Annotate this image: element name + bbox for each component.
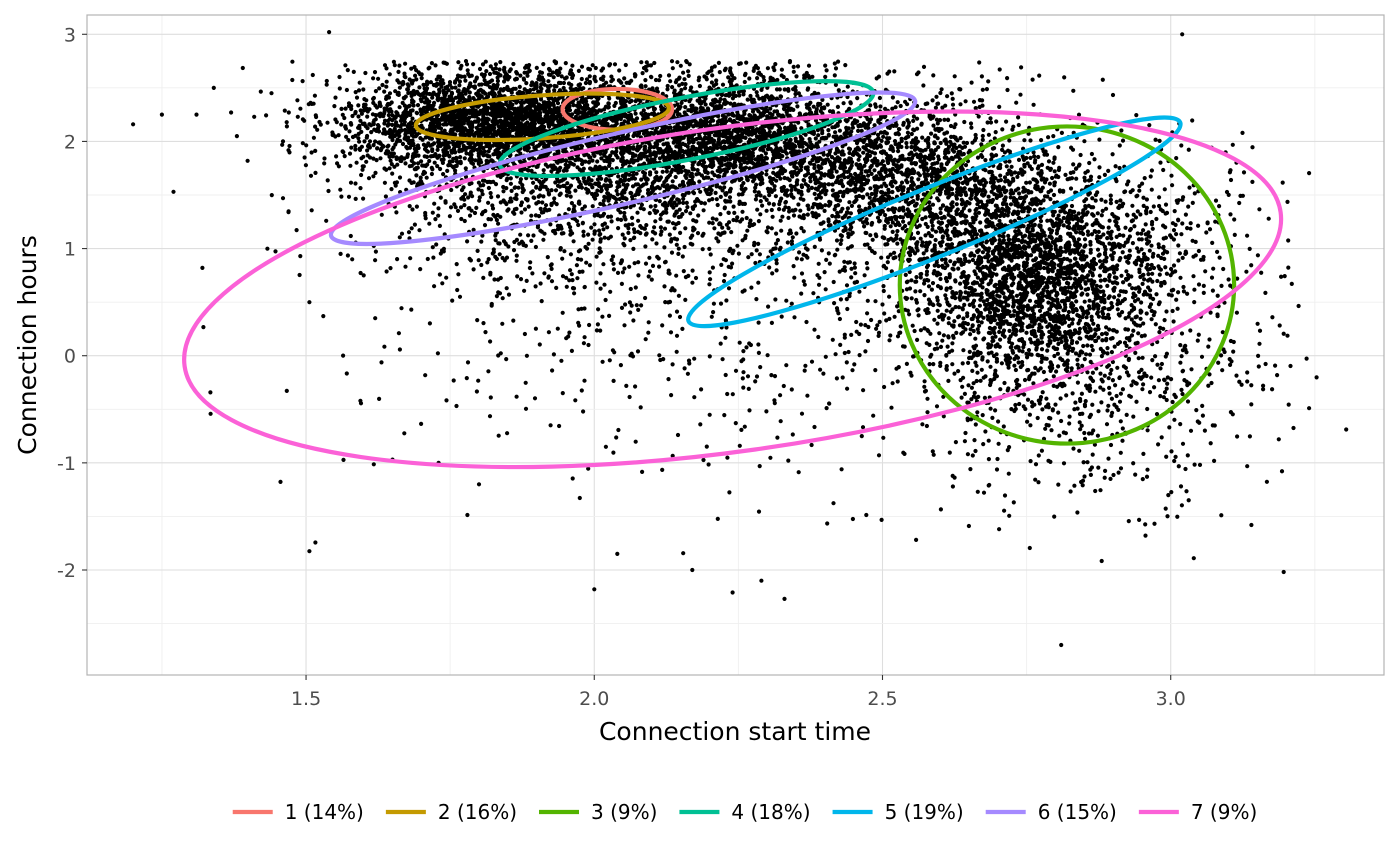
- y-tick-label: -2: [57, 560, 76, 582]
- cluster-ellipses: [182, 79, 1284, 470]
- x-tick-label: 3.0: [1156, 688, 1186, 710]
- x-tick-label: 1.5: [291, 688, 321, 710]
- cluster-ellipse-5: [686, 115, 1183, 329]
- legend-label: 1 (14%): [285, 800, 364, 824]
- legend-item-4: 4 (18%): [679, 800, 811, 824]
- grid: [87, 15, 1384, 675]
- legend-item-1: 1 (14%): [232, 800, 364, 824]
- legend-item-3: 3 (9%): [539, 800, 657, 824]
- y-tick-label: 2: [64, 131, 76, 153]
- y-tick-label: -1: [57, 453, 76, 475]
- legend-label: 5 (19%): [885, 800, 964, 824]
- cluster-ellipse-2: [413, 91, 672, 143]
- y-axis-title: Connection hours: [13, 235, 42, 455]
- x-tick-label: 2.0: [579, 688, 609, 710]
- plot-panel-border: [86, 14, 1385, 676]
- legend-label: 3 (9%): [591, 800, 657, 824]
- legend-item-5: 5 (19%): [832, 800, 964, 824]
- legend-label: 2 (16%): [438, 800, 517, 824]
- y-tick-label: 1: [64, 239, 76, 261]
- cluster-ellipse-7: [182, 109, 1284, 470]
- x-tick-label: 2.5: [867, 688, 897, 710]
- legend-label: 7 (9%): [1191, 800, 1257, 824]
- legend-label: 4 (18%): [731, 800, 810, 824]
- x-axis-title: Connection start time: [599, 717, 871, 746]
- x-axis-ticks: 1.5 2.0 2.5 3.0: [291, 675, 1186, 710]
- legend-item-6: 6 (15%): [985, 800, 1117, 824]
- legend-item-7: 7 (9%): [1138, 800, 1257, 824]
- legend-item-2: 2 (16%): [385, 800, 517, 824]
- scatter-point-cloud: [131, 29, 1349, 648]
- legend: 1 (14%) 2 (16%) 3 (9%) 4 (18%) 5 (19%) 6 (15%…: [232, 800, 1257, 824]
- y-axis-ticks: -2 -1 0 1 2 3: [57, 24, 87, 582]
- scatter-points: [131, 29, 1349, 648]
- legend-label: 6 (15%): [1038, 800, 1117, 824]
- cluster-ellipse-6: [328, 90, 918, 247]
- y-tick-label: 3: [64, 24, 76, 46]
- y-tick-label: 0: [64, 346, 76, 368]
- cluster-ellipse-3: [897, 124, 1237, 446]
